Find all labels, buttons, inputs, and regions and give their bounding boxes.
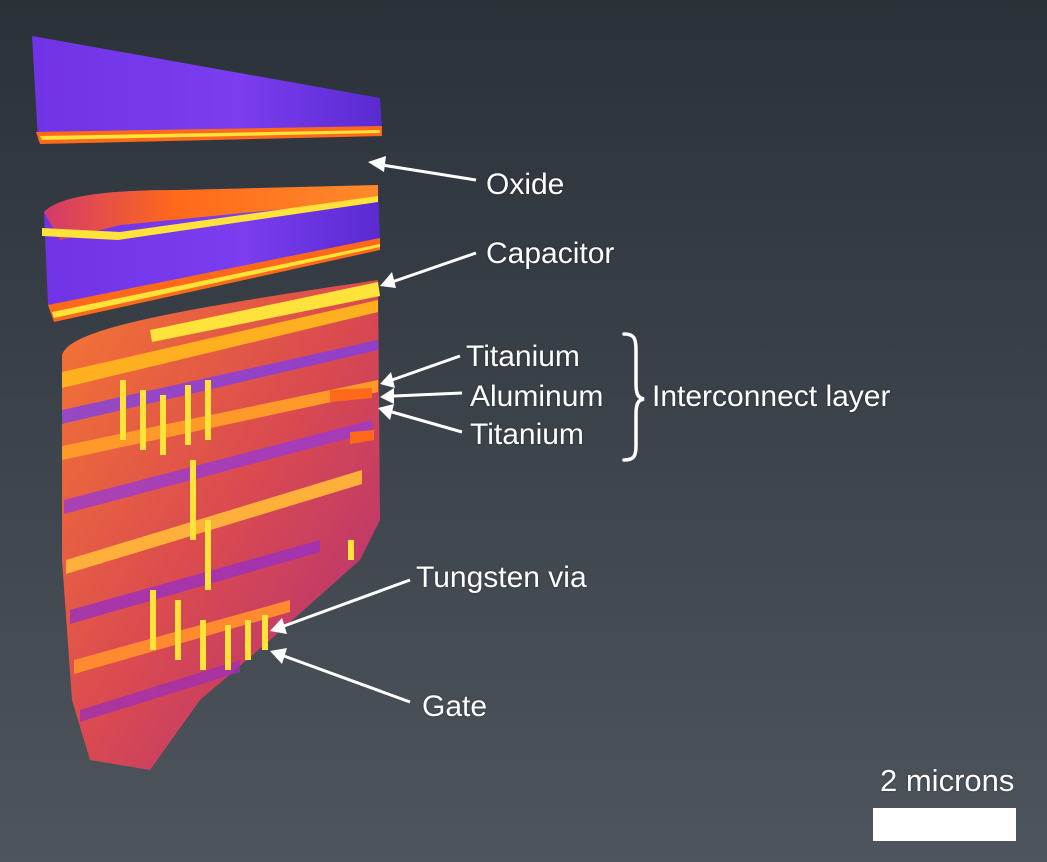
label-tungsten-via: Tungsten via (416, 561, 587, 594)
label-aluminum: Aluminum (470, 380, 604, 413)
label-titanium-top: Titanium (466, 340, 580, 373)
label-titanium-bottom: Titanium (470, 418, 584, 451)
scale-bar-label: 2 microns (880, 763, 1015, 798)
label-gate: Gate (422, 690, 488, 723)
interconnect-brace (622, 332, 645, 462)
label-capacitor: Capacitor (486, 237, 615, 270)
oxide-slab (32, 36, 382, 144)
annotation-arrows (270, 156, 477, 704)
label-interconnect-layer: Interconnect layer (652, 380, 891, 413)
capacitor-slab (42, 185, 380, 322)
label-oxide: Oxide (486, 168, 565, 201)
interconnect-stack (62, 280, 380, 770)
scale-bar (873, 808, 1016, 841)
